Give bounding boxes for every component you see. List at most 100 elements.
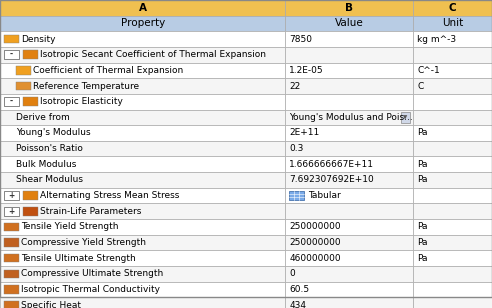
Bar bbox=[413, 156, 492, 172]
Text: Derive from: Derive from bbox=[16, 113, 70, 122]
Bar bbox=[401, 112, 410, 123]
Bar bbox=[285, 94, 413, 110]
Text: 22: 22 bbox=[289, 82, 301, 91]
Bar bbox=[413, 94, 492, 110]
Bar bbox=[413, 172, 492, 188]
Bar bbox=[0, 0, 285, 16]
Bar bbox=[4, 223, 19, 231]
Bar bbox=[413, 282, 492, 297]
Bar bbox=[0, 110, 285, 125]
Text: 460000000: 460000000 bbox=[289, 254, 341, 263]
Bar bbox=[0, 172, 285, 188]
Bar bbox=[4, 301, 19, 308]
Text: Pa: Pa bbox=[417, 128, 428, 137]
Bar bbox=[0, 219, 285, 235]
Text: ▼: ▼ bbox=[403, 115, 407, 120]
Bar bbox=[0, 235, 285, 250]
Text: 250000000: 250000000 bbox=[289, 238, 341, 247]
Bar bbox=[285, 282, 413, 297]
Text: -: - bbox=[10, 97, 13, 106]
Text: Reference Temperature: Reference Temperature bbox=[33, 82, 139, 91]
Text: Tensile Yield Strength: Tensile Yield Strength bbox=[21, 222, 119, 231]
Text: Young's Modulus: Young's Modulus bbox=[16, 128, 91, 137]
Bar bbox=[23, 97, 38, 106]
Bar bbox=[285, 125, 413, 141]
Text: C: C bbox=[449, 3, 457, 13]
Bar bbox=[285, 47, 413, 63]
Bar bbox=[0, 16, 285, 31]
Text: kg m^-3: kg m^-3 bbox=[417, 34, 457, 44]
Bar bbox=[4, 191, 19, 200]
Text: Pa: Pa bbox=[417, 254, 428, 263]
Text: 0: 0 bbox=[289, 269, 295, 278]
Bar bbox=[285, 78, 413, 94]
Text: +: + bbox=[8, 207, 15, 216]
Bar bbox=[0, 78, 285, 94]
Bar bbox=[0, 282, 285, 297]
Text: 2E+11: 2E+11 bbox=[289, 128, 319, 137]
Bar bbox=[285, 0, 413, 16]
Bar bbox=[4, 254, 19, 262]
Bar bbox=[4, 207, 19, 216]
Bar bbox=[0, 266, 285, 282]
Bar bbox=[285, 63, 413, 78]
Bar bbox=[0, 47, 285, 63]
Text: Compressive Yield Strength: Compressive Yield Strength bbox=[21, 238, 146, 247]
Bar bbox=[413, 78, 492, 94]
Text: B: B bbox=[345, 3, 353, 13]
Text: Shear Modulus: Shear Modulus bbox=[16, 176, 83, 184]
Bar bbox=[0, 297, 285, 308]
Bar bbox=[285, 203, 413, 219]
Bar bbox=[285, 110, 413, 125]
Text: Young's Modulus and Pois...: Young's Modulus and Pois... bbox=[289, 113, 413, 122]
Text: Coefficient of Thermal Expansion: Coefficient of Thermal Expansion bbox=[33, 66, 184, 75]
Bar bbox=[0, 188, 285, 203]
Text: Isotropic Thermal Conductivity: Isotropic Thermal Conductivity bbox=[21, 285, 160, 294]
Text: 60.5: 60.5 bbox=[289, 285, 309, 294]
Bar bbox=[285, 141, 413, 156]
Bar bbox=[0, 156, 285, 172]
Bar bbox=[413, 125, 492, 141]
Text: A: A bbox=[139, 3, 147, 13]
Bar bbox=[285, 16, 413, 31]
Bar bbox=[413, 188, 492, 203]
Bar bbox=[4, 97, 19, 106]
Bar bbox=[285, 266, 413, 282]
Bar bbox=[23, 191, 38, 200]
Bar bbox=[0, 125, 285, 141]
Text: Compressive Ultimate Strength: Compressive Ultimate Strength bbox=[21, 269, 163, 278]
Bar bbox=[285, 172, 413, 188]
Bar bbox=[413, 297, 492, 308]
Bar bbox=[285, 31, 413, 47]
Bar bbox=[0, 141, 285, 156]
Text: Tensile Ultimate Strength: Tensile Ultimate Strength bbox=[21, 254, 136, 263]
Bar bbox=[0, 31, 285, 47]
Text: C: C bbox=[417, 82, 424, 91]
Text: Poisson's Ratio: Poisson's Ratio bbox=[16, 144, 83, 153]
Bar bbox=[413, 266, 492, 282]
Bar bbox=[413, 141, 492, 156]
Bar bbox=[413, 31, 492, 47]
Bar bbox=[285, 235, 413, 250]
Bar bbox=[4, 285, 19, 294]
Bar bbox=[4, 35, 19, 43]
Bar bbox=[0, 203, 285, 219]
Bar bbox=[4, 270, 19, 278]
Bar bbox=[289, 191, 305, 200]
Text: 7.692307692E+10: 7.692307692E+10 bbox=[289, 176, 374, 184]
Text: Tabular: Tabular bbox=[308, 191, 341, 200]
Text: Isotropic Elasticity: Isotropic Elasticity bbox=[40, 97, 123, 106]
Text: Pa: Pa bbox=[417, 160, 428, 169]
Text: Strain-Life Parameters: Strain-Life Parameters bbox=[40, 207, 141, 216]
Bar bbox=[413, 63, 492, 78]
Text: 434: 434 bbox=[289, 301, 307, 308]
Bar bbox=[413, 203, 492, 219]
Text: Value: Value bbox=[335, 18, 364, 28]
Bar bbox=[285, 188, 413, 203]
Text: Unit: Unit bbox=[442, 18, 463, 28]
Text: Pa: Pa bbox=[417, 176, 428, 184]
Text: Pa: Pa bbox=[417, 222, 428, 231]
Bar bbox=[285, 219, 413, 235]
Bar bbox=[23, 51, 38, 59]
Bar bbox=[0, 250, 285, 266]
